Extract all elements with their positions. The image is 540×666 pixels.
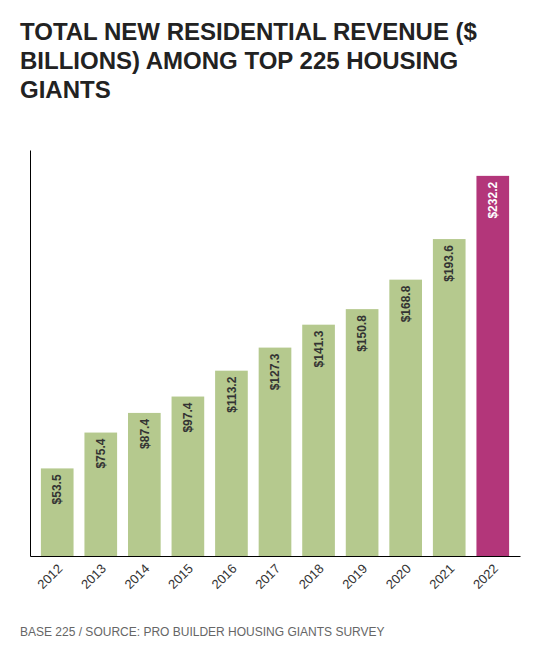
x-axis: 2012 2013 2014 2015 2016 2017 2018 2019 2020 2021…	[31, 556, 521, 592]
data-labels: $53.5 $75.4 $87.4 $97.4 $113.2 $127.3 $141.3 $1…	[50, 182, 500, 505]
y-axis	[30, 151, 31, 557]
bar	[41, 468, 74, 556]
bar	[476, 176, 509, 556]
data-label: $150.8	[355, 315, 369, 352]
data-label: $193.6	[442, 245, 456, 282]
x-tick-label: 2017	[252, 561, 283, 592]
bar	[433, 239, 466, 556]
bar	[389, 280, 422, 556]
x-tick: 2021	[426, 556, 457, 592]
x-tick-label: 2013	[78, 561, 109, 592]
x-tick: 2016	[209, 556, 240, 592]
x-tick-label: 2016	[209, 561, 240, 592]
bar	[259, 348, 292, 556]
bar	[346, 309, 379, 556]
bar	[215, 371, 248, 556]
x-tick-label: 2020	[383, 561, 414, 592]
plot: 2012 2013 2014 2015 2016 2017 2018 2019 2020 2021…	[31, 151, 521, 593]
data-label: $127.3	[268, 353, 282, 390]
bar	[302, 325, 335, 556]
x-tick-label: 2012	[34, 561, 65, 592]
x-tick-label: 2015	[165, 561, 196, 592]
title-line: TOTAL NEW RESIDENTIAL REVENUE ($	[20, 18, 484, 45]
bar	[172, 397, 205, 556]
x-axis-line	[31, 556, 521, 557]
x-tick-label: 2021	[426, 561, 457, 592]
x-tick-label: 2022	[470, 561, 501, 592]
chart: TOTAL NEW RESIDENTIAL REVENUE ($ BILLION…	[0, 0, 540, 666]
data-label: $97.4	[181, 402, 195, 432]
data-label: $113.2	[225, 376, 239, 412]
title-line: BILLIONS) AMONG TOP 225 HOUSING	[20, 47, 465, 74]
x-tick-label: 2014	[121, 561, 152, 592]
title-line: GIANTS	[20, 76, 111, 103]
footnote: BASE 225 / SOURCE: PRO BUILDER HOUSING G…	[20, 625, 385, 639]
x-tick: 2019	[339, 556, 370, 592]
x-tick-label: 2019	[339, 561, 370, 592]
data-label: $141.3	[312, 330, 326, 367]
x-tick: 2013	[78, 556, 109, 592]
x-tick: 2015	[165, 556, 196, 592]
x-tick: 2012	[34, 556, 65, 592]
y-axis-line	[30, 151, 31, 557]
bar	[128, 413, 161, 556]
bars	[41, 176, 509, 556]
data-label: $53.5	[50, 474, 64, 504]
bar	[84, 433, 117, 556]
data-label: $232.2	[486, 182, 500, 219]
x-tick: 2022	[470, 556, 501, 592]
data-label: $168.8	[399, 285, 413, 322]
data-label: $75.4	[94, 438, 108, 468]
x-tick: 2014	[121, 556, 152, 592]
x-tick: 2018	[296, 556, 327, 592]
x-tick: 2017	[252, 556, 283, 592]
data-label: $87.4	[138, 419, 152, 449]
x-tick: 2020	[383, 556, 414, 592]
title: TOTAL NEW RESIDENTIAL REVENUE ($ BILLION…	[20, 18, 484, 103]
x-tick-label: 2018	[296, 561, 327, 592]
